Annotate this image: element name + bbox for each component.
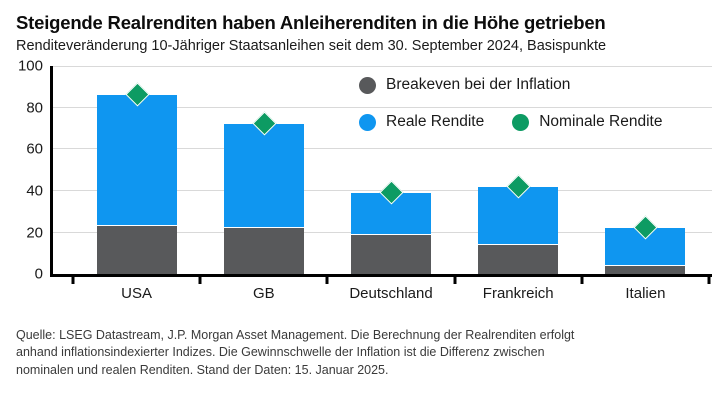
bar-chart: 0 20 40 60 80 100 USA GB Deutschland Frankreich I… [0,58,718,307]
page-title: Steigende Realrenditen haben Anleiherend… [16,12,606,33]
x-axis-tick [71,277,75,285]
x-axis-tick [453,277,457,285]
segment-real [223,124,304,229]
x-axis-label-gb: GB [252,285,275,303]
bar-gb: GB [200,66,327,302]
source-note: Quelle: LSEG Datastream, J.P. Morgan Ass… [0,327,718,379]
y-axis-labels: 0 20 40 60 80 100 [0,58,43,283]
segment-breakeven [351,234,431,275]
bar-deutschland: Deutschland [327,66,454,302]
x-axis-label-deutschland: Deutschland [349,285,433,303]
legend-label-breakeven: Breakeven bei der Inflation [386,76,571,94]
legend-label-nominal: Nominale Rendite [539,113,663,131]
bar-italien: Italien [582,66,709,302]
bar-usa: USA [73,66,200,302]
legend-dot-breakeven [359,76,376,94]
legend-label-real: Reale Rendite [386,113,485,131]
legend-dot-nominal [512,113,530,131]
x-axis-label-usa: USA [121,285,153,303]
source-line-2: anhand inflationsindexierter Indizes. Di… [16,345,545,360]
bar-frankreich: Frankreich [455,66,582,302]
gridline-60 [53,148,712,150]
legend-item-breakeven: Breakeven bei der Inflation [356,74,574,97]
chart-subtitle: Renditeveränderung 10-Jähriger Staatsanl… [16,38,607,55]
bar-stack [478,186,559,275]
bar-stack [223,124,304,275]
x-axis-tick [325,277,329,285]
legend-row-2: Reale Rendite Nominale Rendite [356,111,666,134]
gridline-100 [53,66,712,68]
x-axis-label-frankreich: Frankreich [482,285,554,303]
segment-breakeven [605,265,686,275]
y-tick-label-100: 100 [17,57,43,75]
bar-stack [351,193,431,275]
segment-breakeven [96,226,177,275]
y-tick-label-40: 40 [26,182,43,200]
gridline-80 [53,106,712,108]
segment-breakeven [223,228,304,275]
segment-real [96,95,177,227]
y-tick-label-80: 80 [26,99,43,117]
legend-dot-real [359,113,376,131]
x-axis-tick [198,277,202,285]
x-axis-tick [580,277,584,285]
source-line-3: nominalen und realen Renditen. Stand der… [16,362,389,377]
y-tick-label-60: 60 [26,140,43,158]
x-axis-tick [707,277,711,285]
chart-header: Steigende Realrenditen haben Anleiherend… [0,0,718,54]
segment-breakeven [478,245,559,275]
chart-legend: Breakeven bei der Inflation Reale Rendit… [356,74,666,134]
y-tick-label-20: 20 [26,224,43,242]
source-line-1: Quelle: LSEG Datastream, J.P. Morgan Ass… [16,328,575,343]
x-axis-label-italien: Italien [625,285,666,303]
bars-area: USA GB Deutschland Frankreich Italien [71,66,711,302]
y-tick-label-0: 0 [34,265,43,283]
plot-area: USA GB Deutschland Frankreich Italien Breake… [50,66,712,302]
bar-stack [96,95,177,275]
